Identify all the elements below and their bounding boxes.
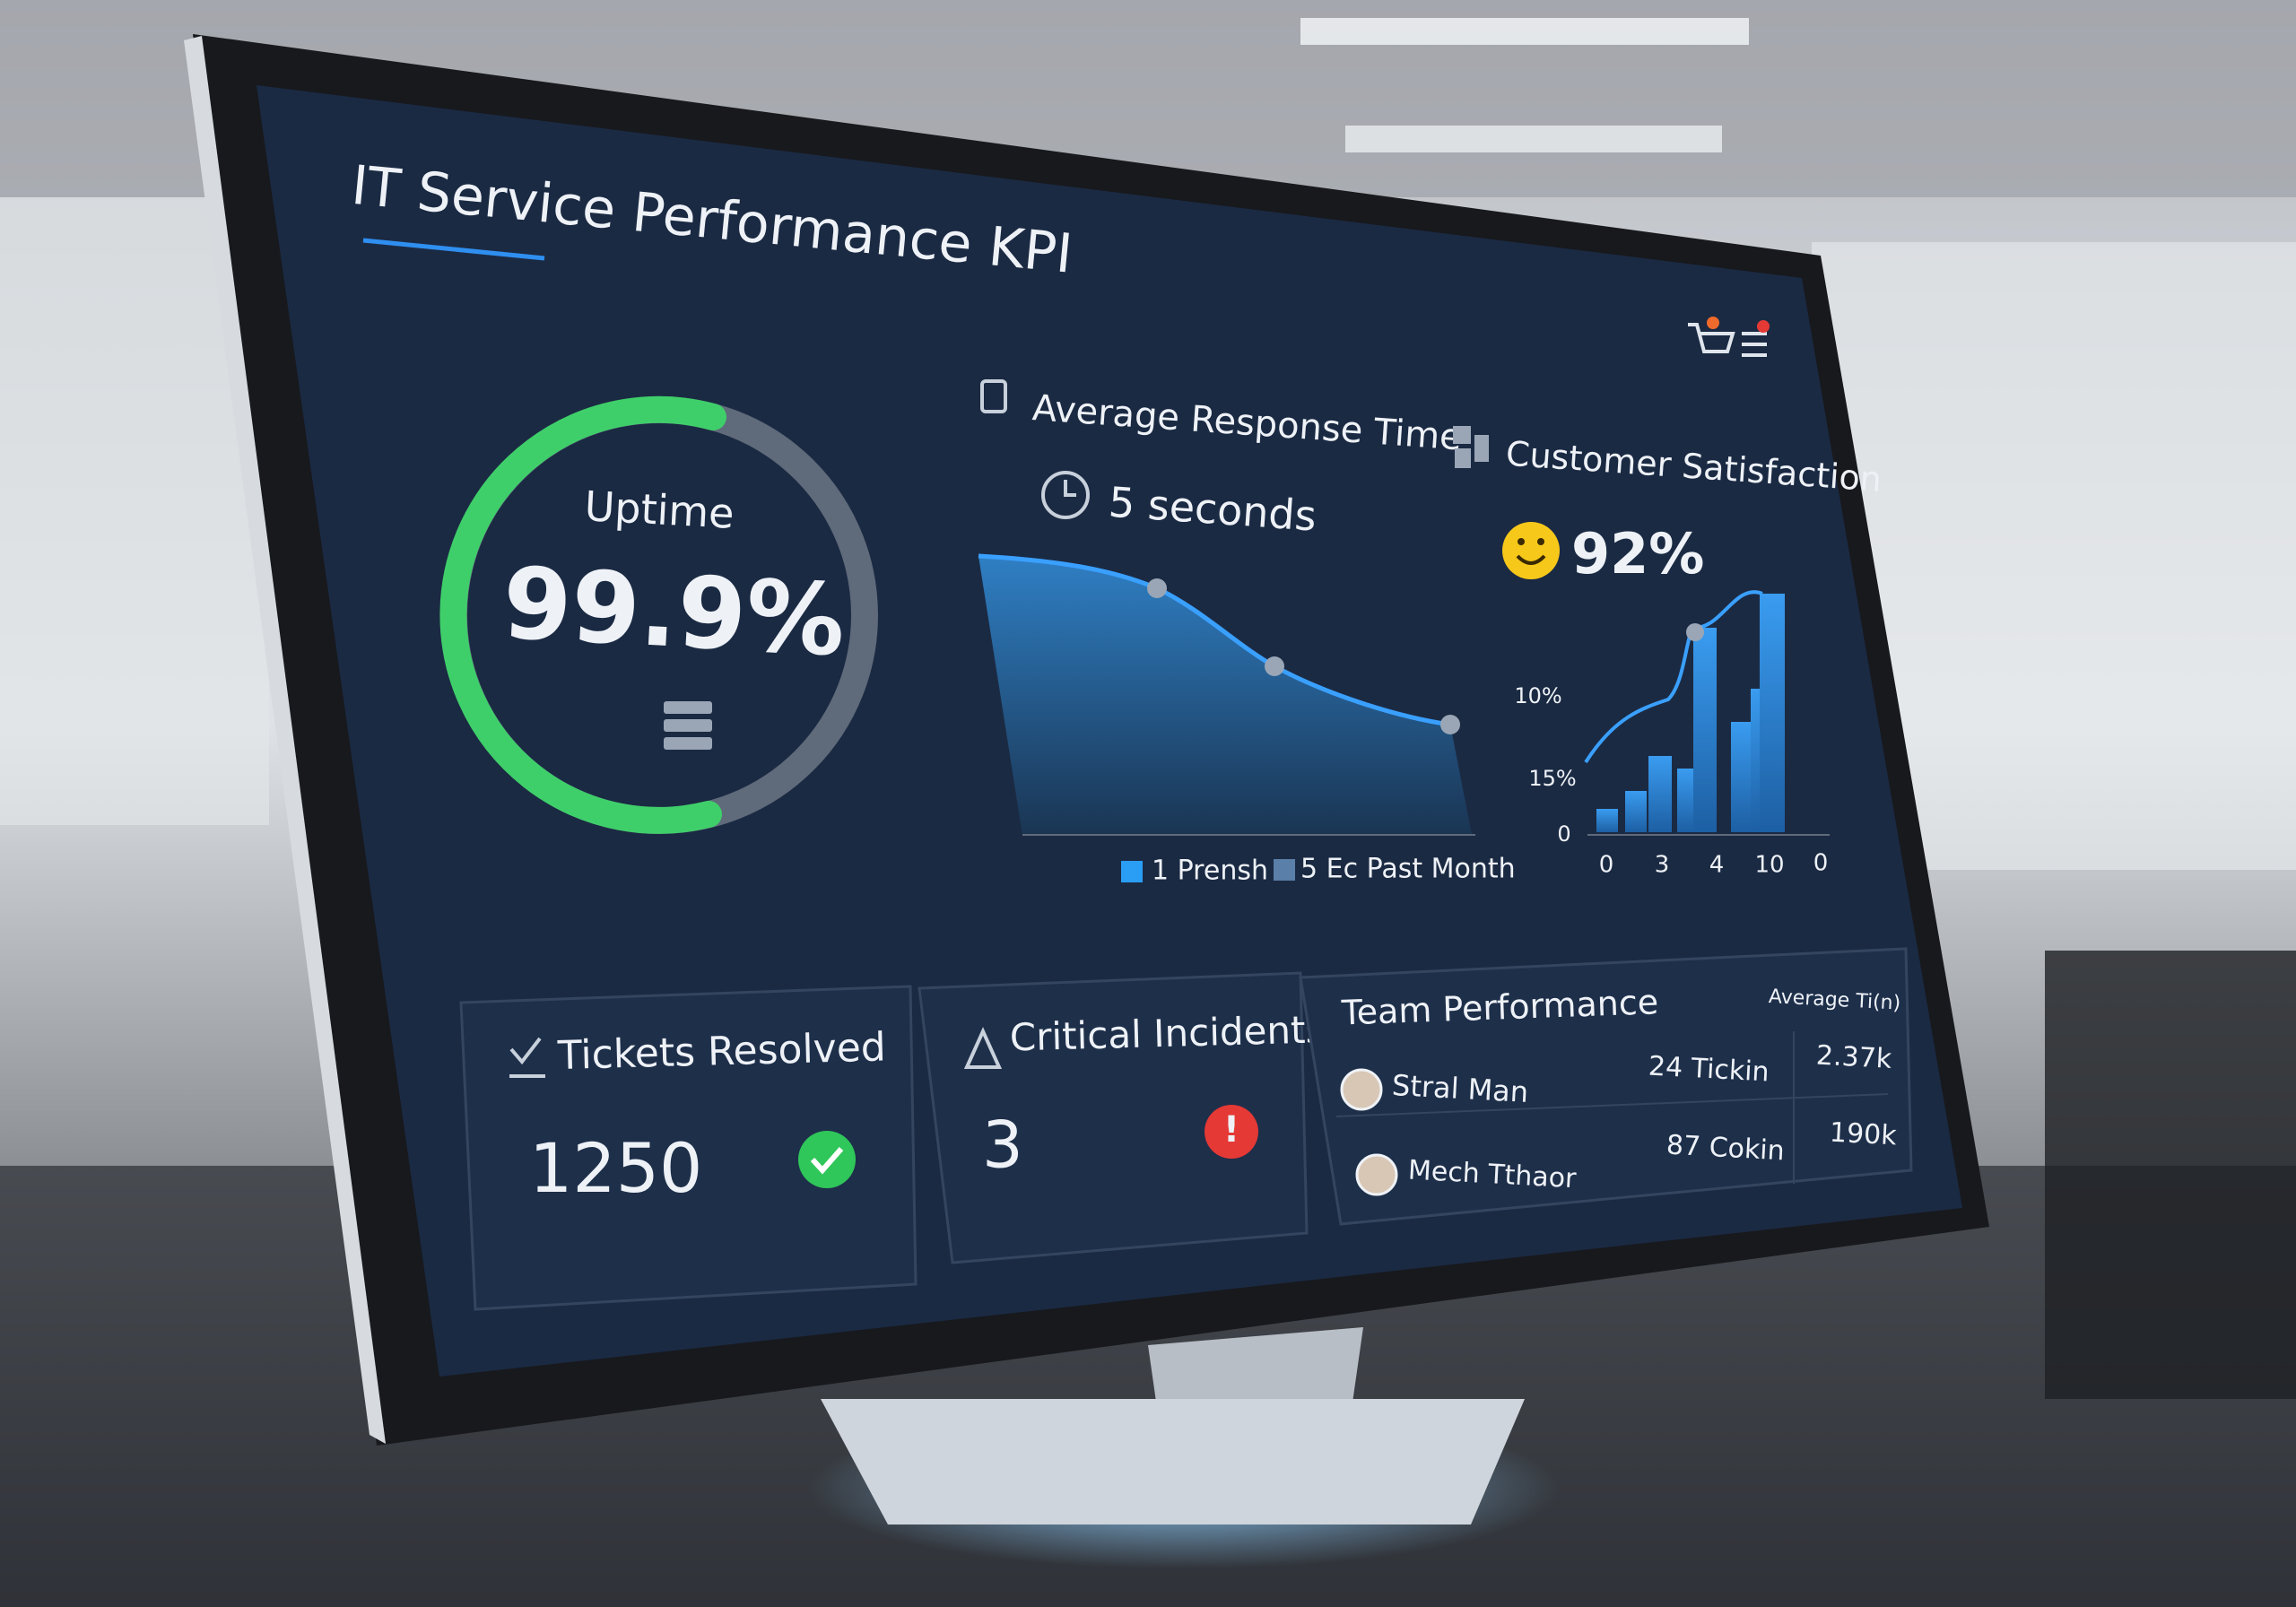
bar [1693, 628, 1717, 832]
satisfaction-point [1686, 623, 1704, 641]
satisfaction-value: 92% [1571, 521, 1704, 586]
server-slot [664, 701, 712, 714]
team-card [1299, 947, 1913, 1226]
clock-hands [1064, 480, 1076, 497]
alert-mark: ! [1223, 1109, 1239, 1151]
smiley-eye [1518, 538, 1525, 545]
incidents-title: Critical Incidents [1009, 1007, 1326, 1059]
response-point [1265, 656, 1284, 676]
response-point [1440, 715, 1460, 734]
legend-label: 1 Prensh [1152, 856, 1268, 887]
ceiling-light [1345, 126, 1722, 152]
uptime-ring-arc [439, 395, 726, 834]
server-icon [664, 701, 712, 750]
icon-block [1453, 426, 1471, 444]
satisfaction-line [1584, 590, 1763, 764]
monitor-base [821, 1399, 1525, 1524]
bar [1760, 594, 1785, 832]
team-time: 190k [1829, 1117, 1898, 1152]
response-area [978, 556, 1472, 835]
tickets-card [459, 985, 918, 1311]
x-label: 3 [1655, 852, 1670, 879]
y-label: 15% [1528, 766, 1576, 791]
alert-icon [1205, 1105, 1258, 1159]
badge [1707, 317, 1719, 329]
smiley-eye [1537, 538, 1544, 545]
clock-icon [1041, 471, 1090, 519]
y-label: 0 [1557, 821, 1570, 847]
avatar [1340, 1068, 1383, 1111]
uptime-label: Uptime [583, 482, 735, 538]
team-tickets: 87 Cokin [1665, 1130, 1785, 1168]
tickets-icon [509, 1037, 545, 1078]
x-label: 0 [1599, 852, 1614, 879]
incidents-value: 3 [982, 1108, 1023, 1183]
menu-icon[interactable] [1742, 320, 1770, 357]
y-label: 10% [1514, 683, 1561, 708]
x-label: 0 [1813, 850, 1829, 877]
tickets-value: 1250 [529, 1128, 702, 1208]
monitor-edge [184, 36, 386, 1444]
cart-shape [1688, 323, 1735, 353]
lock-icon [980, 379, 1007, 413]
response-line [978, 553, 1451, 727]
satisfaction-bars [1596, 594, 1785, 832]
avatar [1355, 1153, 1398, 1196]
icon-block [1455, 448, 1471, 468]
cart-icon[interactable] [1688, 317, 1735, 353]
check-icon [798, 1131, 856, 1188]
smiley-mouth [1516, 554, 1546, 565]
x-label: 10 [1754, 852, 1784, 879]
team-member: Stral Man [1391, 1068, 1529, 1109]
x-label: 4 [1709, 852, 1725, 879]
legend-swatch [1121, 861, 1143, 882]
smiley-icon [1502, 522, 1560, 579]
team-time: 2.37k [1815, 1040, 1893, 1075]
incidents-card [918, 971, 1309, 1264]
chair [2045, 951, 2296, 1399]
server-slot [664, 737, 712, 750]
bar [1731, 722, 1754, 832]
badge [1757, 320, 1770, 333]
bar [1625, 791, 1647, 832]
team-tickets: 24 Tickin [1648, 1051, 1770, 1089]
bar [1596, 809, 1618, 832]
uptime-value: 99.9% [500, 545, 848, 678]
legend-swatch [1274, 859, 1295, 881]
check-mark [810, 1147, 844, 1175]
bar [1648, 756, 1672, 832]
icon-block [1474, 435, 1489, 462]
tickets-title: Tickets Resolved [556, 1024, 886, 1079]
legend-label: 5 Ec Past Month [1300, 854, 1516, 885]
title-underline [362, 238, 545, 261]
ceiling-light [1300, 18, 1749, 45]
satisfaction-icon [1453, 426, 1489, 468]
row-divider [1335, 1093, 1889, 1117]
incidents-icon [963, 1027, 1003, 1069]
server-slot [664, 719, 712, 732]
response-point [1147, 578, 1167, 598]
